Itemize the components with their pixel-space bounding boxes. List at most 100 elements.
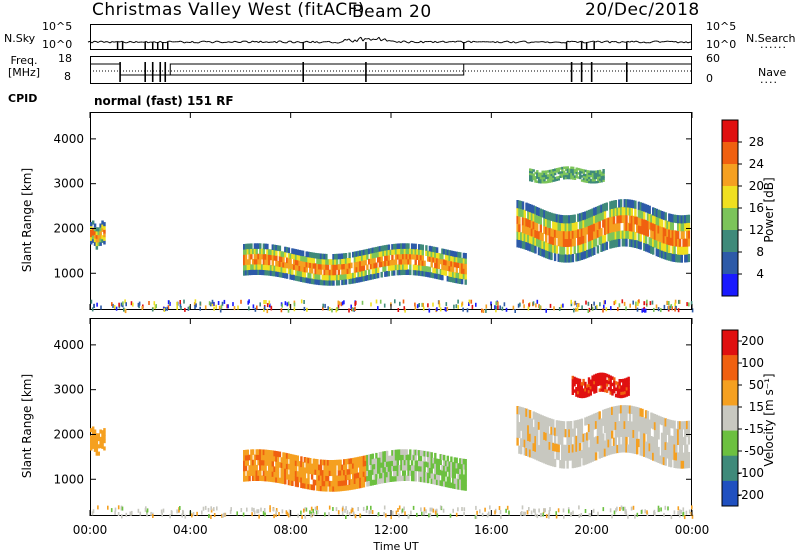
velocity-ground-scatter-cell (201, 510, 203, 515)
velocity-ground-scatter-cell (344, 508, 346, 513)
power-echo-cell (416, 264, 419, 271)
velocity-echo-cell (368, 475, 371, 481)
velocity-echo-cell (330, 486, 333, 492)
velocity-echo-cell (643, 417, 646, 426)
power-ground-scatter-cell (581, 305, 583, 310)
nsky-trace-segment (597, 40, 600, 43)
velocity-echo-cell (271, 450, 274, 456)
power-echo-cell (271, 270, 274, 277)
velocity-echo-cell (518, 406, 521, 415)
power-echo-cell (605, 202, 608, 211)
power-echo-cell (346, 263, 349, 269)
velocity-echo-cell (537, 453, 541, 462)
power-echo-cell (244, 243, 248, 250)
velocity-echo-cell (627, 428, 630, 437)
x-tick-label: 16:00 (474, 523, 509, 537)
power-echo-cell (595, 180, 598, 184)
velocity-echo-cell (562, 429, 566, 438)
power-echo-cell (652, 246, 655, 255)
velocity-echo-cell (571, 388, 574, 392)
power-ground-scatter-cell (535, 303, 537, 308)
power-echo-cell (543, 210, 546, 219)
power-echo-cell (382, 266, 385, 272)
velocity-echo-cell (421, 476, 424, 483)
velocity-echo-cell (335, 480, 339, 487)
power-echo-cell (582, 171, 586, 174)
power-echo-cell (101, 238, 104, 243)
velocity-echo-cell (641, 424, 644, 433)
power-echo-cell (443, 264, 446, 271)
velocity-echo-cell (366, 470, 369, 477)
power-echo-cell (380, 271, 383, 278)
power-ground-scatter-cell (179, 300, 181, 304)
velocity-echo-cell (419, 450, 423, 456)
power-echo-cell (623, 230, 626, 239)
nsky-trace-segment (382, 38, 386, 41)
power-ground-scatter-cell (475, 302, 477, 307)
velocity-echo-cell (575, 393, 578, 397)
power-echo-cell (639, 233, 642, 242)
power-echo-cell (550, 179, 553, 183)
velocity-echo-cell (298, 466, 301, 472)
velocity-echo-cell (602, 417, 605, 426)
power-echo-cell (550, 171, 553, 174)
velocity-echo-cell (575, 387, 578, 391)
velocity-ground-scatter-cell (223, 512, 225, 517)
power-echo-cell (310, 257, 314, 264)
velocity-ground-scatter-cell (278, 512, 280, 516)
velocity-echo-cell (268, 455, 271, 461)
velocity-ground-scatter-cell (332, 507, 334, 511)
power-echo-cell (398, 269, 401, 276)
velocity-echo-cell (293, 454, 296, 461)
power-ground-scatter-cell (223, 299, 226, 304)
power-echo-cell (554, 170, 557, 174)
velocity-echo-cell (573, 428, 576, 437)
velocity-echo-cell (604, 373, 607, 377)
power-echo-cell (671, 245, 674, 254)
power-echo-cell (518, 216, 521, 225)
power-echo-cell (435, 268, 439, 274)
power-echo-cell (596, 213, 600, 223)
velocity-echo-cell (630, 445, 633, 454)
power-echo-cell (387, 270, 391, 277)
velocity-echo-cell (366, 475, 369, 482)
velocity-echo-cell (605, 383, 609, 387)
velocity-echo-cell (573, 444, 576, 453)
power-echo-cell (403, 248, 407, 255)
velocity-echo-cell (571, 375, 574, 380)
velocity-echo-cell (548, 433, 551, 442)
power-echo-cell (573, 177, 577, 180)
power-echo-cell (432, 267, 435, 274)
velocity-echo-cell (344, 464, 348, 470)
power-echo-cell (280, 261, 283, 268)
power-echo-cell (97, 234, 100, 239)
power-echo-cell (625, 214, 628, 224)
velocity-echo-cell (687, 459, 691, 469)
velocity-echo-cell (266, 470, 269, 477)
velocity-echo-cell (646, 418, 650, 427)
velocity-echo-cell (534, 443, 537, 452)
power-echo-cell (280, 256, 283, 262)
velocity-echo-cell (687, 436, 691, 445)
nsky-trace-segment (633, 40, 637, 43)
velocity-ground-scatter-cell (654, 512, 656, 516)
velocity-echo-cell (287, 479, 291, 486)
power-echo-cell (572, 170, 575, 174)
power-echo-cell (523, 233, 526, 242)
power-echo-cell (607, 233, 610, 242)
velocity-echo-cell (600, 441, 603, 451)
power-echo-cell (568, 215, 571, 224)
velocity-echo-cell (685, 428, 689, 437)
velocity-echo-cell (600, 418, 603, 427)
power-echo-cell (632, 200, 635, 209)
velocity-echo-cell (614, 445, 617, 454)
velocity-echo-cell (577, 381, 580, 385)
power-echo-cell (407, 243, 410, 249)
power-echo-cell (600, 175, 603, 179)
power-echo-cell (337, 253, 341, 260)
velocity-echo-cell (359, 466, 362, 473)
power-echo-cell (441, 259, 444, 265)
power-ground-scatter-cell (375, 299, 378, 304)
velocity-echo-cell (577, 378, 580, 382)
velocity-echo-cell (602, 433, 605, 442)
